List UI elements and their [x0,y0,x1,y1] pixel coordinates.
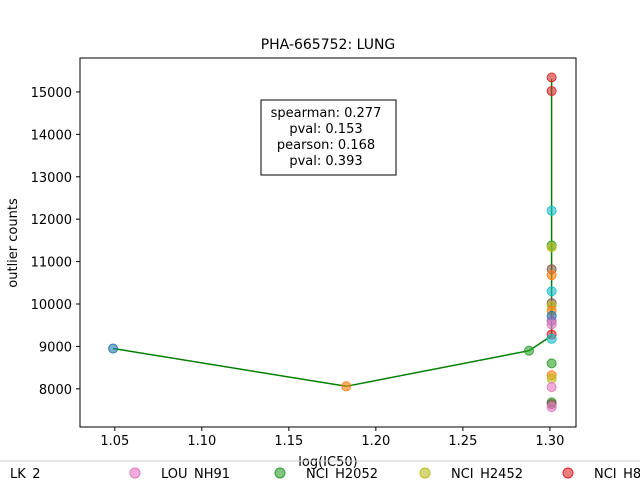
data-point [546,205,557,216]
stats-line: pearson: 0.168 [277,138,375,153]
data-point [546,358,557,369]
stats-line: spearman: 0.277 [271,106,382,121]
y-tick-label: 14000 [31,128,72,143]
legend-label: LK_2 [10,467,41,480]
x-tick-label: 1.20 [361,434,390,449]
data-point [108,343,119,354]
data-point [546,86,557,97]
data-point [546,286,557,297]
x-tick-label: 1.25 [448,434,477,449]
axes-frame: 1.05 1.10 1.15 1.20 1.25 1.30 8000 9000 10000 110… [31,57,577,449]
legend-label: NCI_H2452 [451,467,523,480]
point-layer [108,72,557,413]
y-tick-label: 13000 [31,171,72,186]
data-point [341,381,352,392]
data-point [546,242,557,253]
data-point [546,319,557,330]
data-point [546,270,557,281]
legend: LK_2 LOU_NH91 NCI_H2052 NCI_H2452 NCI_H8 [0,460,640,480]
plot-frame [79,57,577,428]
stats-line: pval: 0.153 [289,122,362,137]
legend-marker [129,467,141,479]
stats-box-frame [260,99,397,176]
x-tick-label: 1.10 [187,434,216,449]
data-point [546,402,557,413]
y-axis-label: outlier counts [6,198,21,288]
data-point [546,72,557,83]
legend-label: NCI_H8 [594,467,640,480]
x-axis-label: log(IC50) [298,455,357,470]
y-tick-label: 9000 [39,340,72,355]
y-tick-label: 15000 [31,86,72,101]
legend-label: NCI_H2052 [306,467,378,480]
legend-label: LOU_NH91 [161,467,230,480]
data-point [546,373,557,384]
x-tick-label: 1.30 [535,434,564,449]
y-tick-label: 11000 [31,256,72,271]
data-point [546,333,557,344]
legend-marker [274,467,286,479]
data-point [524,345,535,356]
y-tick-label: 8000 [39,383,72,398]
legend-marker [562,467,574,479]
stats-line: pval: 0.393 [289,154,362,169]
data-point [546,382,557,393]
x-tick-label: 1.15 [274,434,303,449]
chart-title: PHA-665752: LUNG [261,37,396,53]
y-tick-label: 12000 [31,213,72,228]
x-tick-label: 1.05 [100,434,129,449]
legend-marker [419,467,431,479]
y-tick-label: 10000 [31,298,72,313]
